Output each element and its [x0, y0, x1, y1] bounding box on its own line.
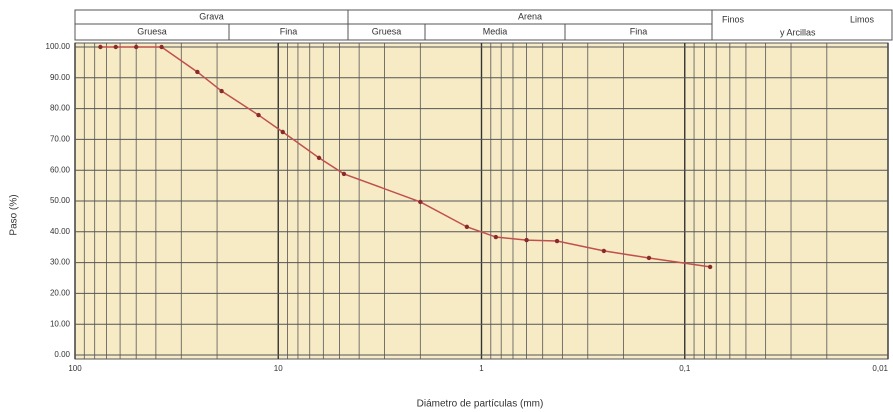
data-point — [418, 199, 423, 205]
x-tick-label: 0,01 — [872, 364, 888, 373]
header-group: Arena — [518, 11, 542, 21]
x-tick-label: 0,1 — [679, 364, 691, 373]
data-point — [554, 238, 560, 244]
y-tick-label: 0.00 — [54, 350, 70, 359]
y-tick-label: 10.00 — [50, 319, 71, 328]
header-sub: Fina — [630, 26, 648, 36]
header-group: Grava — [199, 11, 224, 21]
y-tick-label: 60.00 — [50, 165, 71, 174]
data-point — [256, 112, 261, 118]
data-point — [493, 234, 499, 240]
x-tick-label: 100 — [68, 364, 82, 373]
x-tick-label: 1 — [479, 364, 484, 373]
header-finos: Finos — [722, 14, 745, 24]
data-point — [98, 44, 103, 50]
y-axis-label: Paso (%) — [9, 194, 20, 235]
x-axis-label: Diámetro de partículas (mm) — [417, 399, 544, 410]
y-tick-label: 70.00 — [50, 135, 71, 144]
data-point — [524, 237, 529, 243]
y-tick-label: 80.00 — [50, 104, 71, 113]
data-point — [133, 44, 139, 50]
series-line — [100, 46, 711, 268]
y-tick-label: 100.00 — [46, 42, 71, 51]
data-point — [707, 264, 713, 270]
data-point — [341, 171, 347, 177]
header-finos: Limos — [850, 14, 875, 24]
y-tick-label: 20.00 — [50, 289, 71, 298]
y-tick-label: 40.00 — [50, 227, 71, 236]
data-point — [601, 248, 607, 254]
data-point — [159, 44, 164, 50]
header-sub: Fina — [280, 26, 298, 36]
data-point — [464, 224, 470, 230]
header-cell — [711, 9, 893, 41]
data-point — [646, 255, 652, 261]
x-tick-label: 10 — [274, 364, 283, 373]
y-tick-label: 90.00 — [50, 73, 71, 82]
data-point — [113, 44, 118, 50]
data-point — [280, 129, 285, 135]
header-finos: y Arcillas — [780, 27, 816, 37]
data-point — [316, 155, 322, 161]
data-point — [195, 69, 200, 75]
y-tick-label: 30.00 — [50, 258, 71, 267]
data-point — [219, 88, 224, 94]
header-sub: Gruesa — [137, 26, 167, 36]
header-sub: Gruesa — [372, 26, 402, 36]
header-sub: Media — [483, 26, 508, 36]
y-tick-label: 50.00 — [50, 196, 71, 205]
